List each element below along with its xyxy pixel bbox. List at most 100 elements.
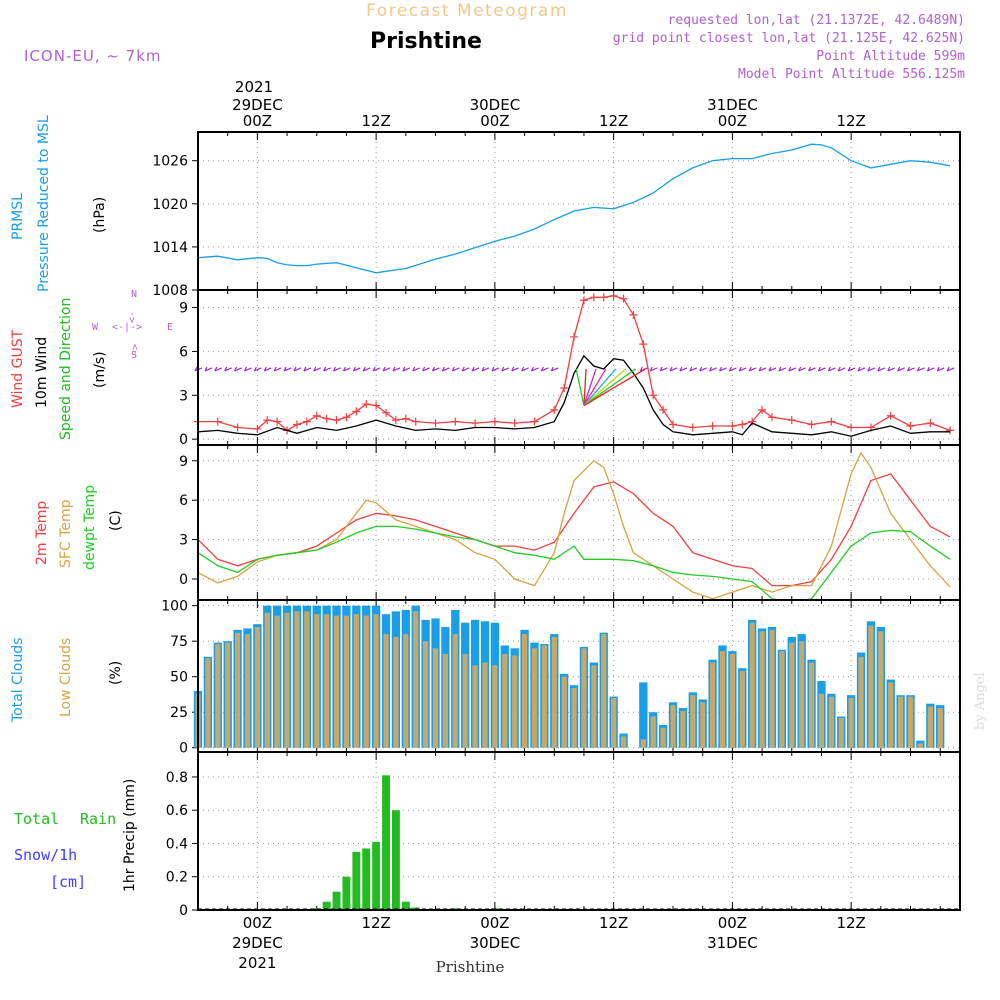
wind-arrow — [293, 366, 302, 372]
gust-marker — [639, 340, 648, 349]
low-cloud-bar — [719, 651, 726, 748]
wind-arrow — [728, 366, 737, 372]
series-line-dewpt-temp — [197, 525, 951, 604]
wind-arrow — [303, 366, 312, 372]
low-cloud-bar — [808, 662, 815, 748]
rain-bar — [352, 851, 361, 910]
wind-arrow — [273, 366, 282, 372]
y-tick-label: 9 — [179, 454, 188, 470]
panel-wind: 0 3 6 9 — [179, 289, 961, 448]
bottom-time-axis: 00Z 29DEC 2021 12Z 00Z 30DEC 12Z 00Z 31DEC 12Z — [232, 914, 866, 972]
low-cloud-bar — [700, 702, 706, 748]
y-tick-label: 0 — [179, 903, 188, 919]
wind-arrow — [946, 366, 955, 372]
bottom-time-label: 2021 — [238, 954, 276, 972]
top-time-label: 12Z — [599, 112, 628, 130]
low-cloud-bar — [917, 743, 923, 748]
wind-arrow — [412, 366, 420, 372]
low-cloud-bar — [848, 698, 854, 748]
gust-marker — [292, 420, 301, 429]
low-cloud-bar — [838, 717, 844, 748]
gust-marker — [332, 416, 341, 425]
gust-marker — [629, 310, 638, 319]
low-cloud-bar — [502, 653, 508, 748]
temp-sfc-label: SFC Temp — [58, 499, 74, 568]
wind-arrow — [669, 366, 678, 372]
wind-arrow — [738, 366, 747, 372]
bottom-time-label: 29DEC — [232, 934, 283, 952]
wind-arrow — [718, 366, 727, 372]
wind-arrow — [550, 366, 559, 372]
wind-arrow — [788, 366, 797, 372]
low-cloud-bar — [898, 696, 904, 748]
wind-arrow — [481, 366, 490, 372]
gust-marker — [728, 421, 737, 430]
y-tick-label: 0 — [179, 572, 188, 588]
gust-marker — [411, 417, 420, 426]
low-cloud-bar — [601, 634, 607, 748]
low-cloud-bar — [749, 622, 755, 748]
wind-arrow — [461, 366, 470, 372]
wind-arrow — [243, 366, 252, 372]
gust-marker — [382, 408, 391, 417]
wind-10m-label: 10m Wind — [34, 337, 50, 408]
compass-w: W — [92, 322, 99, 333]
pressure-label-1: PRMSL — [10, 193, 26, 240]
pressure-label-2: Pressure Reduced to MSL — [36, 115, 52, 292]
precip-labels: Total Rain Snow/1h [cm] 1hr Precip (mm) — [14, 779, 138, 892]
low-cloud-bar — [729, 653, 735, 748]
y-tick-label: 1026 — [152, 154, 188, 170]
low-cloud-bar — [690, 695, 696, 748]
rain-bar — [391, 810, 400, 910]
wind-arrow — [778, 366, 787, 372]
gust-marker — [738, 420, 747, 429]
wind-arrow — [471, 366, 480, 372]
low-cloud-bar — [452, 634, 458, 748]
rain-bar — [372, 841, 381, 910]
wind-arrow-strong — [583, 368, 636, 407]
point-altitude: Point Altitude 599m — [816, 49, 965, 64]
top-time-label: 00Z — [718, 112, 747, 130]
low-cloud-bar — [571, 688, 577, 748]
panel-pressure: 1008 1014 1020 1026 — [152, 131, 961, 299]
gust-marker — [391, 416, 400, 425]
bottom-time-label: 00Z — [480, 914, 509, 932]
panel-bg — [198, 132, 960, 290]
low-cloud-bar — [878, 631, 884, 748]
top-time-label: 30DEC — [470, 96, 521, 114]
low-cloud-bar — [789, 642, 795, 748]
low-cloud-bar — [660, 727, 666, 748]
gust-marker — [787, 416, 796, 425]
low-cloud-bar — [343, 615, 350, 748]
wind-arrow — [392, 366, 401, 372]
wind-arrow-strong — [583, 368, 587, 406]
gust-marker — [807, 420, 816, 429]
requested-coords: requested lon,lat (21.1372E, 42.6489N) — [668, 13, 965, 28]
low-cloud-bar — [521, 634, 528, 748]
gust-marker — [253, 424, 262, 433]
y-tick-label: 6 — [179, 344, 188, 360]
panel-bg — [198, 600, 960, 752]
y-tick-label: 100 — [161, 599, 188, 615]
top-time-label: 29DEC — [232, 96, 283, 114]
y-tick-label: 0.4 — [166, 836, 188, 852]
wind-arrow — [323, 366, 331, 372]
low-cloud-bar — [324, 614, 330, 748]
wind-arrow — [422, 366, 430, 372]
low-cloud-bar — [828, 696, 834, 748]
panel-temperature: 0 3 6 9 — [179, 444, 961, 604]
wind-arrow — [847, 366, 856, 372]
rain-bar — [382, 775, 390, 910]
bottom-time-label: 00Z — [718, 914, 747, 932]
gust-marker — [926, 419, 935, 428]
low-cloud-bar — [858, 656, 864, 748]
gust-marker — [758, 405, 767, 414]
low-cloud-bar — [442, 653, 448, 748]
low-cloud-bar — [373, 614, 379, 748]
wind-arrow — [441, 366, 450, 372]
low-cloud-bar — [927, 706, 933, 748]
compass-e: E — [167, 322, 173, 333]
gust-marker — [550, 405, 559, 414]
low-cloud-bar — [739, 671, 745, 748]
